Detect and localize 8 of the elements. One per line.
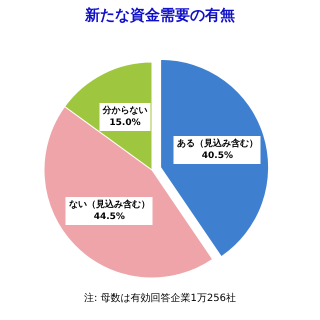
data-label: 15.0% [108, 117, 142, 130]
slice-label: 分からない [102, 105, 148, 118]
slice-label: ある（見込み含む） [176, 138, 258, 150]
data-label: 40.5% [200, 150, 234, 162]
text: 注: 母数は有効回答企業1万256社 [83, 292, 237, 305]
data-label: 44.5% [92, 211, 126, 224]
chart-title: 新たな資金需要の有無 [84, 6, 236, 25]
slice-label: ない（見込み含む） [68, 199, 150, 212]
